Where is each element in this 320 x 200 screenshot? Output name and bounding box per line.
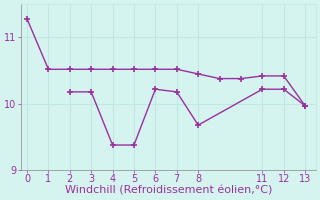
X-axis label: Windchill (Refroidissement éolien,°C): Windchill (Refroidissement éolien,°C)	[65, 186, 272, 196]
